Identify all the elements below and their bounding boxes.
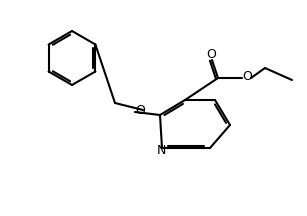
Text: O: O [206, 49, 216, 62]
Text: N: N [156, 145, 166, 157]
Text: O: O [135, 105, 145, 118]
Text: O: O [242, 70, 252, 84]
